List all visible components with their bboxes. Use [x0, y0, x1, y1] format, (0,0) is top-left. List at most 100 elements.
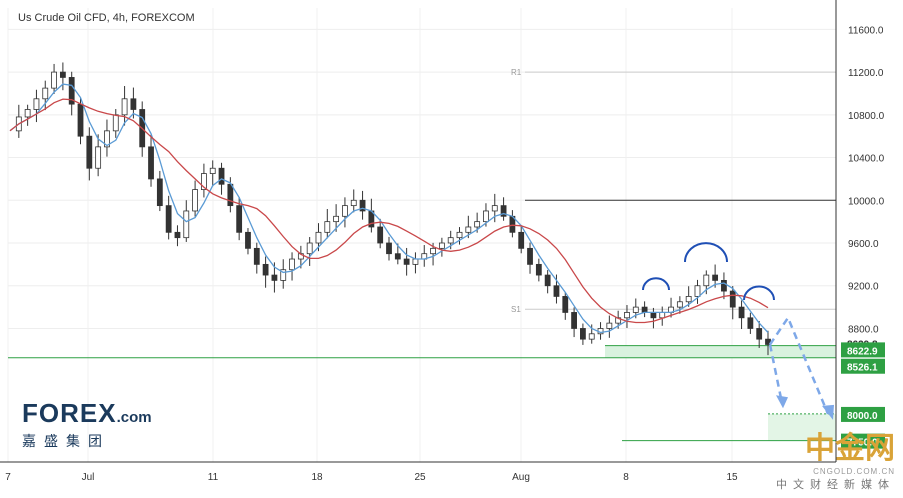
candle-body [33, 98, 40, 110]
candle-body [659, 312, 666, 319]
ma-slow-line [9, 98, 769, 324]
grid [7, 8, 836, 462]
candle-body [535, 263, 542, 276]
candle-body [121, 98, 128, 116]
candles [15, 62, 771, 356]
x-tick-label: 18 [311, 472, 323, 483]
arrow-head [776, 395, 788, 409]
candle-body [500, 205, 507, 217]
candle-body [95, 146, 102, 169]
candle-body [491, 205, 498, 212]
candle-body [447, 237, 454, 244]
candle-body [580, 328, 586, 340]
y-tick-label: 10400.0 [848, 154, 885, 165]
candle-body [650, 312, 657, 319]
projection-arrows [768, 315, 834, 420]
candle-body [42, 87, 49, 100]
candle-body [756, 328, 763, 340]
candle-body [606, 322, 613, 329]
x-tick-label: 8 [623, 472, 629, 483]
logo-brand: FOREX [22, 398, 117, 428]
candle-body [747, 317, 754, 329]
price-tag-label: 8000.0 [847, 411, 878, 422]
candle-body [562, 296, 569, 313]
x-tick-label: 25 [414, 472, 426, 483]
candle-body [412, 258, 419, 265]
price-axis: 11600.0 11200.0 10800.0 10400.0 10000.0 9600.… [835, 0, 885, 462]
candle-body [209, 167, 216, 174]
y-tick-label: 11200.0 [848, 68, 884, 79]
projection-arrow [768, 344, 784, 404]
level-label: S1 [511, 305, 521, 314]
watermark-text: 中金网 [805, 431, 895, 466]
ma-fast-line [9, 83, 769, 334]
candle-body [738, 306, 745, 319]
head-shoulders-arcs [642, 242, 775, 301]
candle-body [456, 231, 463, 239]
pattern-arc [743, 285, 775, 301]
candle-body [342, 205, 348, 217]
support-zone [605, 345, 836, 358]
y-tick-label: 8800.0 [848, 324, 879, 335]
price-tag [841, 433, 885, 449]
candle-body [632, 306, 639, 313]
candle-body [721, 279, 727, 292]
candle-body [333, 215, 340, 223]
chart-title: Us Crude Oil CFD, 4h, FOREXCOM [18, 12, 195, 24]
price-tag-label: 8622.9 [847, 346, 878, 357]
candle-body [165, 205, 172, 233]
y-tick-label: 10800.0 [848, 111, 885, 122]
candle-body [685, 296, 692, 303]
candle-body [324, 221, 331, 233]
candle-body [571, 312, 577, 329]
candle-body [262, 263, 269, 276]
cngold-watermark: 中金网 CNGOLD.COM.CN 中文财经新媒体 [776, 423, 895, 492]
candle-body [253, 247, 260, 265]
level-label: R1 [511, 68, 522, 77]
price-tag [841, 358, 885, 374]
price-tag [841, 342, 885, 358]
candle-body [245, 231, 251, 249]
candle-body [59, 71, 66, 78]
candle-body [394, 253, 401, 260]
candle-body [306, 242, 313, 255]
candle-body [174, 231, 181, 239]
candle-body [112, 114, 119, 132]
candle-body [676, 301, 683, 308]
price-tag-label: 7750.0 [847, 438, 878, 449]
candle-body [51, 71, 57, 89]
pattern-arc [684, 242, 728, 263]
candle-body [403, 258, 410, 265]
pattern-arc [642, 277, 670, 291]
watermark-sub: 中文财经新媒体 [776, 478, 895, 491]
candle-body [86, 135, 93, 169]
candle-body [483, 210, 489, 223]
candle-body [192, 189, 198, 212]
candle-body [130, 98, 137, 110]
candle-body [148, 146, 154, 180]
candle-body [544, 274, 551, 287]
x-tick-label: 7 [5, 472, 11, 483]
price-tag-label: 8526.1 [847, 363, 878, 374]
candle-body [183, 210, 190, 239]
candle-body [68, 77, 75, 105]
candle-body [703, 274, 710, 287]
candle-body [280, 269, 287, 281]
projection-arrow [768, 315, 830, 415]
candle-body [156, 178, 163, 207]
candle-body [694, 285, 701, 297]
candle-body [359, 199, 366, 212]
y-tick-label: 9600.0 [848, 239, 879, 250]
candle-body [430, 247, 436, 255]
candle-body [527, 247, 533, 265]
y-tick-label: 9200.0 [848, 282, 879, 293]
y-tick-label: 10000.0 [848, 196, 885, 207]
watermark-url: CNGOLD.COM.CN [813, 467, 895, 476]
logo-domain: .com [116, 409, 152, 426]
candle-body [712, 274, 719, 281]
y-tick-label: 11600.0 [848, 25, 884, 36]
target-zone [768, 413, 836, 441]
candle-body [236, 205, 243, 233]
arrow-head [822, 404, 834, 420]
